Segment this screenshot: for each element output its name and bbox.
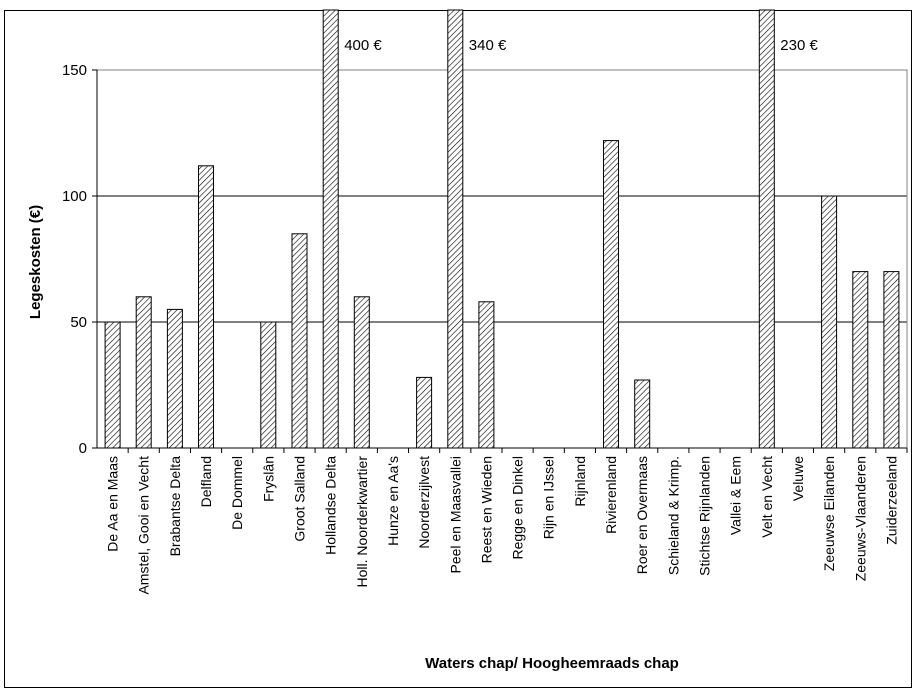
bars bbox=[104, 9, 900, 449]
category-label-peel-en-maasvallei: Peel en Maasvallei bbox=[447, 456, 463, 574]
axes bbox=[92, 69, 908, 453]
category-label-noorderzijlvest: Noorderzijlvest bbox=[416, 456, 432, 549]
bar-zeeuwse-eilanden bbox=[821, 195, 838, 449]
category-label-de-dommel: De Dommel bbox=[229, 456, 245, 530]
bar-noorderzijlvest bbox=[416, 376, 433, 449]
y-tick-label-50: 50 bbox=[70, 314, 87, 331]
category-label-reest-en-wieden: Reest en Wieden bbox=[478, 456, 494, 563]
bar-holl-noorderkwartier bbox=[353, 296, 370, 449]
category-label-hollandse-delta: Hollandse Delta bbox=[323, 456, 339, 555]
category-label-roer-en-overmaas: Roer en Overmaas bbox=[634, 456, 650, 574]
bar-rivierenland bbox=[603, 140, 619, 449]
bar-roer-en-overmaas bbox=[634, 379, 651, 449]
category-label-regge-en-dinkel: Regge en Dinkel bbox=[510, 456, 526, 560]
bar-frysl-n bbox=[260, 321, 277, 449]
bar-groot-salland bbox=[291, 233, 308, 449]
category-label-holl-noorderkwartier: Holl. Noorderkwartier bbox=[354, 456, 370, 588]
clipped-value-label-velt-en-vecht: 230 € bbox=[780, 37, 818, 54]
category-label-stichtse-rijnlanden: Stichtse Rijnlanden bbox=[697, 456, 713, 576]
category-label-zuiderzeeland: Zuiderzeeland bbox=[883, 456, 899, 545]
plot-area-border bbox=[97, 69, 908, 448]
category-label-hunze-en-aa-s: Hunze en Aa's bbox=[385, 456, 401, 546]
bar-reest-en-wieden bbox=[478, 301, 495, 449]
category-label-groot-salland: Groot Salland bbox=[292, 456, 308, 542]
x-axis-title: Waters chap/ Hoogheemraads chap bbox=[425, 655, 679, 672]
category-label-rivierenland: Rivierenland bbox=[603, 456, 619, 534]
y-tick-label-0: 0 bbox=[79, 440, 87, 457]
clipped-value-label-hollandse-delta: 400 € bbox=[344, 37, 382, 54]
bar-zuiderzeeland bbox=[883, 271, 900, 449]
category-label-frysl-n: Fryslân bbox=[260, 456, 276, 502]
category-label-rijn-en-ijssel: Rijn en IJssel bbox=[541, 456, 557, 539]
category-label-velt-en-vecht: Velt en Vecht bbox=[759, 456, 775, 538]
bar-peel-en-maasvallei bbox=[447, 9, 464, 449]
bar-zeeuws-vlaanderen bbox=[852, 271, 869, 449]
clipped-value-label-peel-en-maasvallei: 340 € bbox=[469, 37, 507, 54]
y-tick-label-100: 100 bbox=[62, 188, 87, 205]
category-label-delfland: Delfland bbox=[198, 456, 214, 507]
bar-delfland bbox=[198, 165, 214, 449]
category-label-brabantse-delta: Brabantse Delta bbox=[167, 456, 183, 557]
y-tick-label-150: 150 bbox=[62, 62, 87, 79]
category-label-zeeuwse-eilanden: Zeeuwse Eilanden bbox=[821, 456, 837, 571]
category-label-veluwe: Veluwe bbox=[790, 456, 806, 501]
bar-velt-en-vecht bbox=[758, 9, 775, 449]
category-label-rijnland: Rijnland bbox=[572, 456, 588, 507]
y-axis-title: Legeskosten (€) bbox=[27, 205, 44, 319]
category-label-amstel-gooi-en-vecht: Amstel, Gooi en Vecht bbox=[136, 456, 152, 595]
category-label-schieland-krimp: Schieland & Krimp. bbox=[665, 456, 681, 575]
category-label-zeeuws-vlaanderen: Zeeuws-Vlaanderen bbox=[852, 456, 868, 581]
labels: 0 50 100 150 De Aa en Maas Amstel, Gooi en Ve… bbox=[27, 37, 899, 672]
category-label-vallei-eem: Vallei & Eem bbox=[728, 456, 744, 535]
bar-amstel-gooi-en-vecht bbox=[135, 296, 152, 449]
gridlines bbox=[97, 69, 908, 448]
bar-brabantse-delta bbox=[166, 308, 183, 449]
bar-hollandse-delta bbox=[322, 9, 339, 449]
category-label-de-aa-en-maas: De Aa en Maas bbox=[105, 456, 121, 552]
bar-de-aa-en-maas bbox=[104, 321, 121, 449]
